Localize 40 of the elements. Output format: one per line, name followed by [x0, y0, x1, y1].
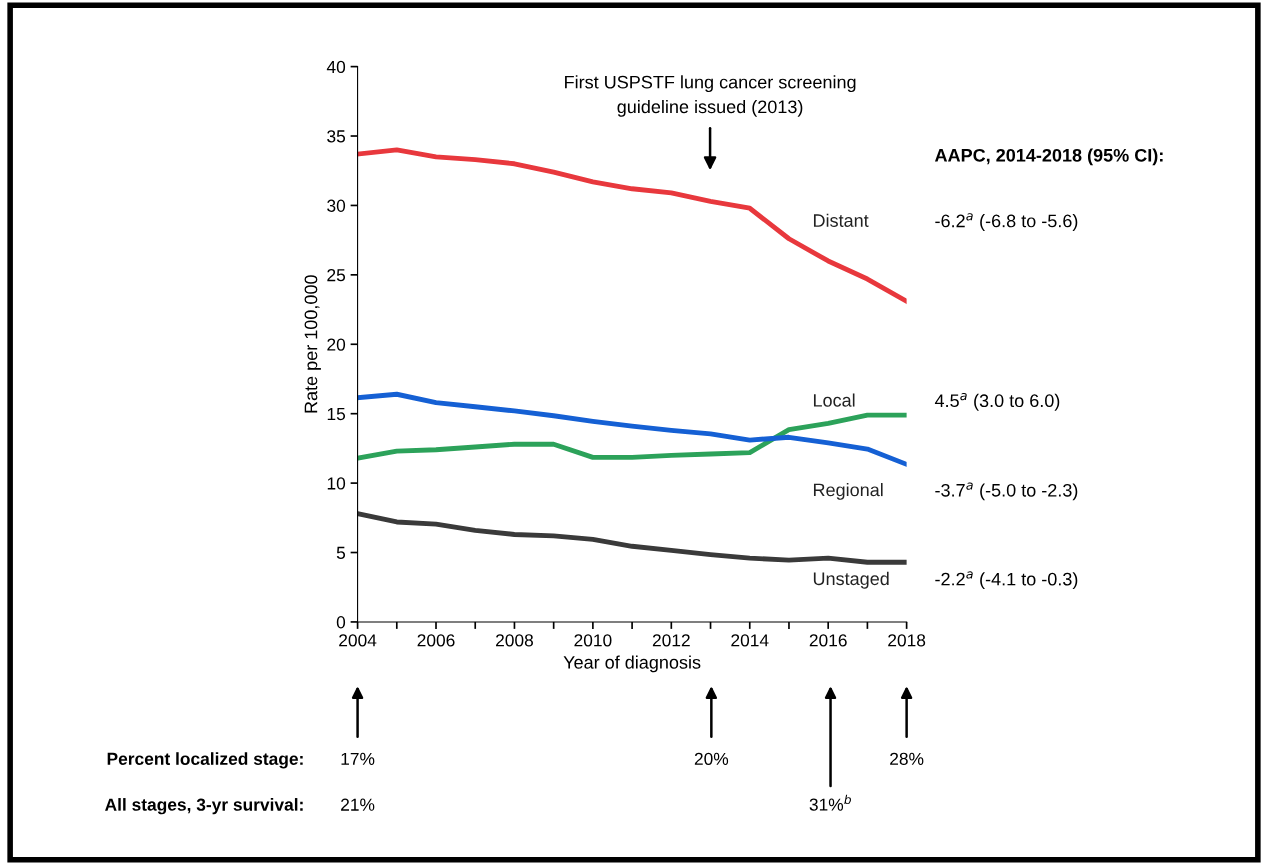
y-tick-label: 40 [326, 60, 346, 74]
text: AAPC, 2014-2018 (95% CI): [934, 148, 1163, 166]
y-tick-label: 35 [327, 130, 346, 143]
y-tick-label: 5 [336, 546, 346, 559]
text: 17% [341, 752, 375, 765]
x-tick-label: 2016 [809, 634, 847, 647]
x-tick-label: 2012 [652, 634, 690, 647]
x-tick-label: 2008 [496, 634, 533, 647]
x-tick-label: 2006 [417, 634, 455, 647]
y-tick-label: 30 [327, 199, 346, 212]
y-tick-label: 10 [327, 477, 346, 490]
series-label: Distant [813, 213, 869, 227]
text: 21% [341, 798, 375, 811]
series-label: Unstaged [813, 571, 889, 589]
line-series [357, 412, 907, 461]
x-axis-title: Year of diagnosis [563, 655, 701, 673]
x-tick-label: 2014 [731, 634, 769, 647]
text: 28% [890, 752, 924, 765]
line-series [357, 147, 907, 304]
text: 20% [694, 752, 729, 765]
x-tick-label: 2018 [888, 634, 926, 647]
series-label: Regional [813, 483, 883, 500]
y-tick-label: 20 [327, 338, 346, 351]
x-tick-label: 2004 [339, 634, 377, 647]
series-label: Local [813, 393, 855, 407]
y-axis-title: Rate per 100,000 [304, 275, 321, 413]
x-tick-label: 2010 [574, 634, 612, 647]
y-tick-label: 25 [327, 269, 346, 282]
text: -2.2$^{a}$ (-4.1 to -0.3) [935, 571, 1078, 590]
text: Percent localized stage: [107, 752, 303, 769]
text: -3.7$^{a}$ (-5.0 to -2.3) [935, 482, 1078, 501]
text: 4.5$^{a}$ (3.0 to 6.0) [934, 392, 1060, 411]
text: 31%$^{b}$ [809, 794, 851, 811]
text: All stages, 3-yr survival: [105, 798, 303, 815]
text: -6.2$^{a}$ (-6.8 to -5.6) [935, 213, 1078, 231]
y-tick-label: 15 [327, 408, 346, 421]
annotation: First USPSTF lung cancer screening guideline issued (2013) [565, 75, 856, 117]
line-series [357, 511, 907, 565]
y-tick-label: 0 [336, 616, 346, 629]
line-series [357, 391, 907, 467]
